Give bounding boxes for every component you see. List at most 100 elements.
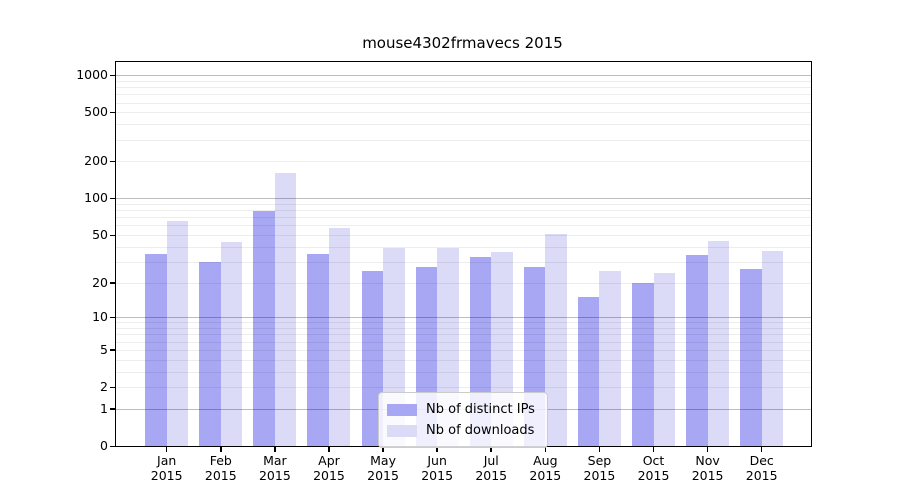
grid-minor-line (116, 203, 811, 205)
bar-downloads-mar (274, 173, 297, 446)
legend-row-distinct-ips: Nb of distinct IPs (387, 399, 535, 420)
grid-minor-line (116, 124, 811, 126)
grid-minor-line (116, 139, 811, 141)
legend-swatch-distinct-ips (387, 403, 417, 416)
y-tick-label: 1000 (76, 67, 108, 83)
x-axis-tick (328, 447, 330, 452)
legend-row-downloads: Nb of downloads (387, 420, 535, 441)
plot-area: Nb of distinct IPs Nb of downloads 1000 5… (76, 61, 812, 483)
bar-distinct-ips-sep (577, 297, 600, 446)
bar-downloads-apr (328, 228, 351, 446)
x-axis-tick (652, 447, 655, 452)
grid-minor-line (116, 161, 811, 163)
y-tick-label: 10 (92, 309, 108, 325)
x-tick-label: Dec 2015 (745, 453, 778, 483)
bar-distinct-ips-feb (199, 261, 221, 446)
y-axis-tick (110, 386, 115, 389)
y-tick-label: 100 (84, 190, 108, 206)
y-axis-tick (110, 111, 115, 114)
x-tick-label: Jun 2015 (421, 453, 454, 483)
grid-minor-line (116, 349, 811, 351)
grid-minor-line (116, 341, 811, 343)
bar-downloads-feb (220, 241, 243, 446)
grid-minor-line (116, 334, 811, 336)
y-axis-tick (110, 74, 115, 77)
x-tick-label: Sep 2015 (583, 453, 616, 483)
y-axis-tick (110, 282, 115, 284)
y-tick-label: 200 (84, 153, 108, 169)
bar-distinct-ips-nov (686, 255, 708, 446)
bar-distinct-ips-mar (253, 210, 275, 446)
y-axis-tick (110, 160, 115, 163)
x-axis-tick (544, 447, 547, 452)
x-tick-label: Jul 2015 (475, 453, 508, 483)
bar-downloads-nov (707, 240, 730, 446)
bar-downloads-aug (545, 233, 567, 446)
bar-downloads-sep (599, 271, 621, 446)
x-axis-tick (706, 447, 709, 452)
grid-minor-line (116, 80, 811, 82)
grid-minor-line (116, 210, 811, 212)
grid-minor-line (116, 94, 811, 96)
y-tick-label: 50 (92, 227, 108, 243)
y-tick-label: 20 (92, 274, 108, 290)
bar-distinct-ips-jan (145, 253, 167, 446)
y-tick-label: 5 (100, 341, 108, 357)
grid-minor-line (116, 322, 811, 324)
grid-minor-line (116, 387, 811, 389)
bar-downloads-jan (166, 221, 189, 446)
x-axis-tick (274, 447, 276, 452)
y-tick-label: 2 (100, 379, 108, 395)
grid-minor-line (116, 112, 811, 114)
x-tick-label: Jan 2015 (150, 453, 183, 483)
chart-title: mouse4302frmavecs 2015 (362, 34, 563, 52)
x-tick-label: Feb 2015 (204, 453, 237, 483)
y-axis-tick (110, 408, 115, 410)
bar-downloads-dec (761, 250, 784, 446)
x-axis-tick (220, 447, 222, 452)
grid-major-line (116, 317, 811, 319)
bar-downloads-oct (653, 273, 676, 446)
grid-minor-line (116, 261, 811, 263)
grid-minor-line (116, 282, 811, 284)
bar-distinct-ips-oct (632, 282, 654, 446)
legend-label-distinct-ips: Nb of distinct IPs (426, 402, 535, 417)
x-axis-tick (760, 447, 763, 452)
grid-major-line (116, 198, 811, 200)
y-axis-tick (110, 349, 115, 351)
grid-minor-line (116, 359, 811, 361)
x-tick-label: Mar 2015 (258, 453, 291, 483)
x-tick-label: Aug 2015 (529, 453, 562, 483)
legend-swatch-downloads (387, 424, 417, 437)
bar-distinct-ips-may (361, 271, 384, 446)
x-axis-tick (598, 447, 601, 452)
x-tick-label: Apr 2015 (313, 453, 345, 483)
y-axis-tick (110, 197, 115, 200)
legend-label-downloads: Nb of downloads (426, 423, 535, 438)
x-tick-label: Oct 2015 (637, 453, 670, 483)
grid-minor-line (116, 246, 811, 248)
y-tick-label: 500 (84, 104, 108, 120)
y-axis-tick (110, 445, 115, 447)
grid-minor-line (116, 235, 811, 237)
y-tick-label: 1 (100, 400, 108, 416)
x-tick-label: Nov 2015 (691, 453, 724, 483)
x-axis-tick (490, 447, 492, 452)
y-axis-tick (110, 234, 115, 237)
x-axis-tick (165, 447, 168, 452)
grid-minor-line (116, 87, 811, 89)
y-tick-label: 0 (100, 438, 108, 453)
grid-minor-line (116, 225, 811, 227)
grid-minor-line (116, 328, 811, 330)
grid-minor-line (116, 371, 811, 373)
grid-major-line (116, 75, 811, 77)
x-tick-label: May 2015 (367, 453, 399, 483)
x-axis-tick (382, 447, 384, 452)
y-axis-tick (110, 316, 115, 319)
grid-minor-line (116, 217, 811, 219)
x-axis-tick (436, 447, 438, 452)
bar-distinct-ips-dec (740, 269, 762, 446)
legend: Nb of distinct IPs Nb of downloads (378, 392, 548, 448)
grid-minor-line (116, 102, 811, 104)
